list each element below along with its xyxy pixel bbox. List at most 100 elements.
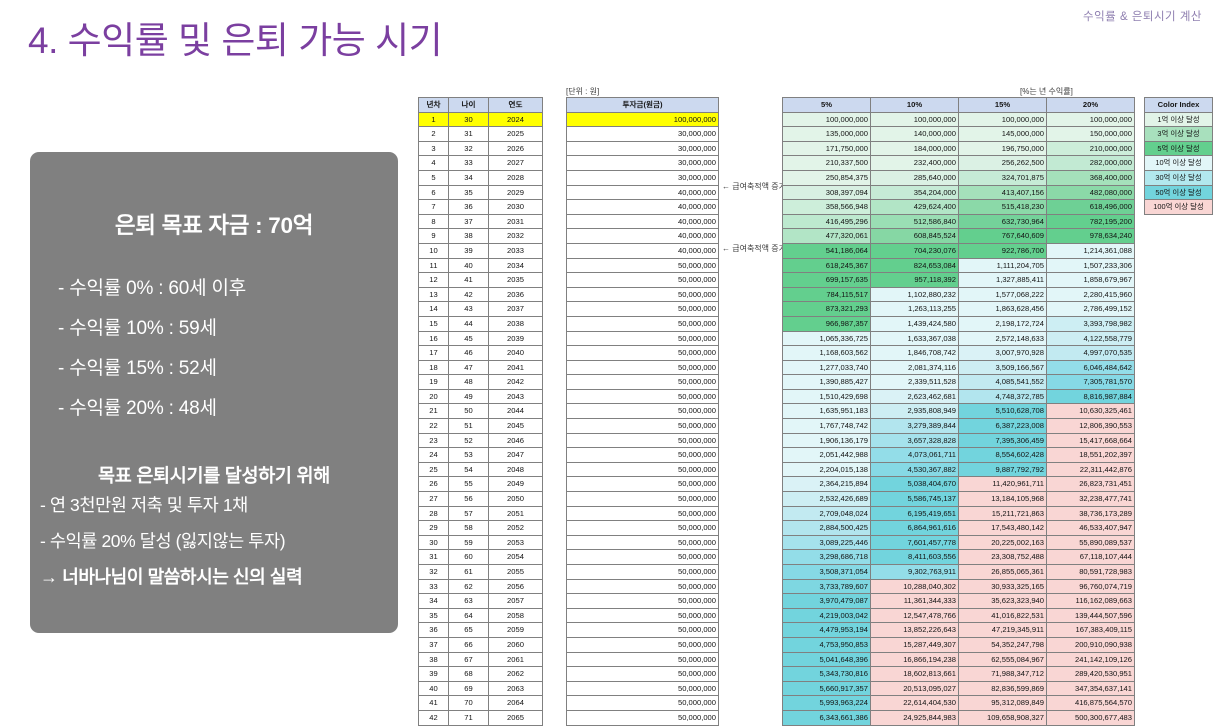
cell-investment[interactable]: 40,000,000 — [566, 228, 719, 244]
cell-r10[interactable]: 1,439,424,580 — [870, 315, 959, 332]
cell-r20[interactable]: 15,417,668,664 — [1046, 432, 1135, 449]
cell-n[interactable]: 5 — [418, 169, 449, 186]
cell-r20[interactable]: 55,890,089,537 — [1046, 534, 1135, 551]
cell-age[interactable]: 67 — [448, 651, 489, 668]
cell-investment[interactable]: 50,000,000 — [566, 330, 719, 347]
cell-investment[interactable]: 50,000,000 — [566, 418, 719, 434]
cell-r15[interactable]: 41,016,822,531 — [958, 607, 1047, 624]
cell-r5[interactable]: 5,660,917,357 — [782, 680, 871, 697]
cell-year[interactable]: 2026 — [488, 140, 543, 157]
cell-n[interactable]: 24 — [418, 447, 449, 463]
cell-r10[interactable]: 354,204,000 — [870, 184, 959, 201]
cell-n[interactable]: 37 — [418, 636, 449, 653]
cell-r5[interactable]: 5,343,730,816 — [782, 666, 871, 682]
cell-investment[interactable]: 50,000,000 — [566, 403, 719, 420]
cell-age[interactable]: 66 — [448, 636, 489, 653]
cell-year[interactable]: 2034 — [488, 257, 543, 274]
cell-investment[interactable]: 50,000,000 — [566, 607, 719, 624]
cell-year[interactable]: 2049 — [488, 476, 543, 493]
cell-year[interactable]: 2058 — [488, 607, 543, 624]
cell-n[interactable]: 13 — [418, 286, 449, 303]
cell-r20[interactable]: 368,400,000 — [1046, 169, 1135, 186]
cell-investment[interactable]: 40,000,000 — [566, 184, 719, 201]
cell-n[interactable]: 36 — [418, 622, 449, 638]
cell-r15[interactable]: 1,111,204,705 — [958, 257, 1047, 274]
cell-investment[interactable]: 100,000,000 — [566, 111, 719, 128]
cell-investment[interactable]: 50,000,000 — [566, 549, 719, 565]
cell-r20[interactable]: 782,195,200 — [1046, 213, 1135, 230]
cell-r10[interactable]: 5,586,745,137 — [870, 491, 959, 507]
cell-r5[interactable]: 1,277,033,740 — [782, 359, 871, 376]
cell-r5[interactable]: 100,000,000 — [782, 111, 871, 128]
cell-n[interactable]: 18 — [418, 359, 449, 376]
cell-r15[interactable]: 515,418,230 — [958, 199, 1047, 215]
cell-r20[interactable]: 26,823,731,451 — [1046, 476, 1135, 493]
cell-r5[interactable]: 4,219,003,042 — [782, 607, 871, 624]
cell-investment[interactable]: 50,000,000 — [566, 593, 719, 609]
cell-year[interactable]: 2046 — [488, 432, 543, 449]
cell-investment[interactable]: 40,000,000 — [566, 199, 719, 215]
cell-n[interactable]: 29 — [418, 520, 449, 536]
cell-r10[interactable]: 5,038,404,670 — [870, 476, 959, 493]
cell-r15[interactable]: 30,933,325,165 — [958, 578, 1047, 595]
cell-r15[interactable]: 71,988,347,712 — [958, 666, 1047, 682]
cell-year[interactable]: 2062 — [488, 666, 543, 682]
cell-year[interactable]: 2065 — [488, 709, 543, 726]
cell-r10[interactable]: 2,935,808,949 — [870, 403, 959, 420]
cell-r5[interactable]: 1,635,951,183 — [782, 403, 871, 420]
cell-r15[interactable]: 11,420,961,711 — [958, 476, 1047, 493]
cell-r20[interactable]: 22,311,442,876 — [1046, 461, 1135, 478]
cell-r5[interactable]: 2,532,426,689 — [782, 491, 871, 507]
cell-r5[interactable]: 135,000,000 — [782, 126, 871, 142]
cell-r10[interactable]: 184,000,000 — [870, 140, 959, 157]
cell-n[interactable]: 33 — [418, 578, 449, 595]
cell-r5[interactable]: 2,884,500,425 — [782, 520, 871, 536]
cell-r20[interactable]: 46,533,407,947 — [1046, 520, 1135, 536]
cell-n[interactable]: 16 — [418, 330, 449, 347]
cell-year[interactable]: 2040 — [488, 345, 543, 361]
cell-n[interactable]: 22 — [418, 418, 449, 434]
cell-investment[interactable]: 50,000,000 — [566, 534, 719, 551]
cell-n[interactable]: 40 — [418, 680, 449, 697]
cell-r20[interactable]: 38,736,173,289 — [1046, 505, 1135, 522]
cell-n[interactable]: 25 — [418, 461, 449, 478]
cell-r5[interactable]: 618,245,367 — [782, 257, 871, 274]
cell-r20[interactable]: 618,496,000 — [1046, 199, 1135, 215]
cell-r15[interactable]: 100,000,000 — [958, 111, 1047, 128]
cell-age[interactable]: 56 — [448, 491, 489, 507]
cell-n[interactable]: 8 — [418, 213, 449, 230]
cell-age[interactable]: 69 — [448, 680, 489, 697]
cell-r5[interactable]: 477,320,061 — [782, 228, 871, 244]
cell-r5[interactable]: 5,041,648,396 — [782, 651, 871, 668]
cell-r15[interactable]: 54,352,247,798 — [958, 636, 1047, 653]
cell-year[interactable]: 2064 — [488, 695, 543, 711]
cell-year[interactable]: 2042 — [488, 374, 543, 390]
cell-r15[interactable]: 196,750,000 — [958, 140, 1047, 157]
cell-r10[interactable]: 704,230,076 — [870, 242, 959, 259]
cell-year[interactable]: 2033 — [488, 242, 543, 259]
cell-n[interactable]: 17 — [418, 345, 449, 361]
cell-r10[interactable]: 2,081,374,116 — [870, 359, 959, 376]
cell-year[interactable]: 2056 — [488, 578, 543, 595]
cell-r5[interactable]: 308,397,094 — [782, 184, 871, 201]
cell-r15[interactable]: 5,510,628,708 — [958, 403, 1047, 420]
cell-age[interactable]: 46 — [448, 345, 489, 361]
cell-r10[interactable]: 285,640,000 — [870, 169, 959, 186]
investment-table[interactable]: 투자금(원금) 100,000,000 30,000,000 30,000,000 3… — [566, 97, 719, 726]
cell-r20[interactable]: 7,305,781,570 — [1046, 374, 1135, 390]
cell-year[interactable]: 2030 — [488, 199, 543, 215]
cell-year[interactable]: 2029 — [488, 184, 543, 201]
cell-r20[interactable]: 12,806,390,553 — [1046, 418, 1135, 434]
cell-r15[interactable]: 82,836,599,869 — [958, 680, 1047, 697]
cell-r20[interactable]: 67,118,107,444 — [1046, 549, 1135, 565]
cell-n[interactable]: 4 — [418, 155, 449, 171]
cell-r15[interactable]: 7,395,306,459 — [958, 432, 1047, 449]
cell-year[interactable]: 2037 — [488, 301, 543, 317]
cell-r5[interactable]: 171,750,000 — [782, 140, 871, 157]
cell-n[interactable]: 38 — [418, 651, 449, 668]
cell-r20[interactable]: 8,816,987,884 — [1046, 388, 1135, 405]
cell-r15[interactable]: 1,863,628,456 — [958, 301, 1047, 317]
returns-table[interactable]: 5% 10% 15% 20% 100,000,000 100,000,000 100… — [782, 97, 1135, 726]
cell-year[interactable]: 2025 — [488, 126, 543, 142]
cell-n[interactable]: 2 — [418, 126, 449, 142]
